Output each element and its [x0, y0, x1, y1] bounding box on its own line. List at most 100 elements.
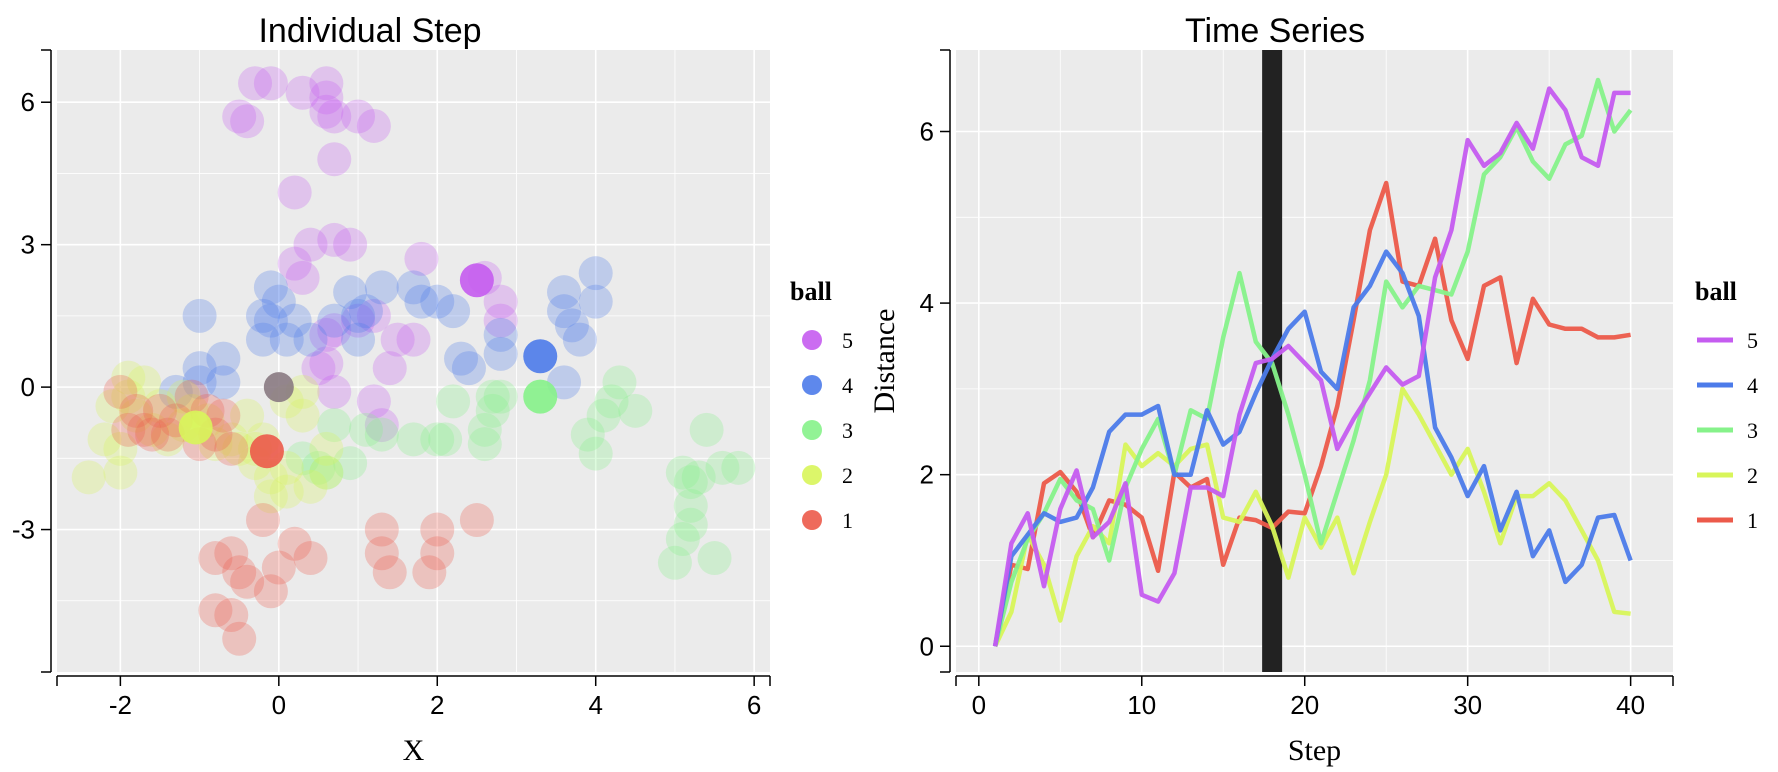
point-ball-5	[317, 99, 352, 134]
point-ball-3	[705, 450, 740, 485]
legend: ball 5 4 3 2 1	[790, 277, 853, 533]
chart-title: Time Series	[1185, 12, 1365, 50]
point-ball-3	[657, 545, 692, 580]
point-ball-4	[341, 298, 376, 333]
x-axis-label: Step	[1288, 734, 1341, 767]
point-ball-1	[277, 526, 312, 561]
point-ball-1	[119, 393, 154, 428]
point-ball-1	[245, 503, 280, 538]
point-ball-3	[301, 450, 336, 485]
point-ball-3	[483, 379, 518, 414]
point-ball-1	[364, 512, 399, 547]
point-ball-1	[253, 574, 288, 609]
x-tick-label: 30	[1453, 690, 1482, 720]
legend-symbol	[802, 510, 822, 530]
point-ball-1	[459, 503, 494, 538]
point-ball-1	[364, 536, 399, 571]
point-ball-3	[665, 455, 700, 490]
point-ball-3	[578, 436, 613, 471]
point-ball-2	[142, 389, 177, 424]
point-ball-5	[341, 99, 376, 134]
point-ball-4	[348, 294, 383, 329]
y-axis-label: Distance	[868, 309, 901, 414]
point-ball-4	[317, 303, 352, 338]
point-ball-5	[277, 246, 312, 281]
point-ball-2	[111, 379, 146, 414]
point-ball-4	[269, 322, 304, 357]
current-point-ball-5	[459, 263, 494, 298]
point-ball-1	[142, 393, 177, 428]
point-ball-5	[317, 222, 352, 257]
y-tick-label: -3	[12, 515, 35, 545]
point-ball-5	[317, 142, 352, 177]
legend-symbol	[802, 465, 822, 485]
point-ball-4	[444, 341, 479, 376]
point-ball-4	[293, 322, 328, 357]
point-ball-2	[269, 474, 304, 509]
point-ball-3	[396, 422, 431, 457]
point-ball-4	[547, 275, 582, 310]
point-ball-1	[174, 379, 209, 414]
point-ball-3	[317, 408, 352, 443]
series-line-ball-5	[992, 86, 1631, 647]
point-ball-4	[277, 303, 312, 338]
point-ball-5	[317, 313, 352, 348]
x-tick-label: 40	[1616, 690, 1645, 720]
x-axis-label: X	[403, 734, 425, 767]
y-tick-label: 2	[920, 460, 934, 490]
point-ball-1	[420, 512, 455, 547]
point-ball-3	[475, 379, 510, 414]
current-point-ball-2	[178, 410, 213, 445]
plot-background	[57, 50, 770, 672]
x-tick-label: 2	[430, 690, 444, 720]
point-ball-4	[245, 298, 280, 333]
point-ball-3	[689, 412, 724, 447]
legend-label: 1	[1747, 508, 1758, 533]
point-ball-1	[261, 550, 296, 585]
legend-label: 4	[1747, 373, 1758, 398]
point-ball-1	[230, 564, 265, 599]
point-ball-1	[420, 536, 455, 571]
series-line-ball-4	[992, 249, 1633, 647]
point-ball-2	[285, 398, 320, 433]
point-ball-2	[135, 412, 170, 447]
legend-label: 1	[842, 508, 853, 533]
legend-symbol	[802, 330, 822, 350]
point-ball-2	[95, 389, 130, 424]
point-ball-1	[198, 541, 233, 576]
point-ball-4	[333, 275, 368, 310]
point-ball-5	[317, 374, 352, 409]
legend-symbol	[802, 420, 822, 440]
point-ball-3	[475, 393, 510, 428]
point-ball-2	[293, 469, 328, 504]
point-ball-4	[436, 294, 471, 329]
point-ball-2	[127, 365, 162, 400]
point-ball-4	[182, 351, 217, 386]
legend-title: ball	[790, 277, 832, 306]
x-tick-label: 20	[1290, 690, 1319, 720]
x-tick-label: -2	[109, 690, 132, 720]
point-ball-2	[230, 398, 265, 433]
point-ball-4	[253, 270, 288, 305]
point-ball-5	[364, 408, 399, 443]
point-ball-2	[214, 422, 249, 457]
point-ball-5	[309, 94, 344, 129]
point-ball-5	[341, 303, 376, 338]
point-ball-5	[285, 260, 320, 295]
point-ball-3	[673, 465, 708, 500]
point-ball-4	[206, 365, 241, 400]
point-ball-2	[309, 455, 344, 490]
point-ball-2	[166, 379, 201, 414]
point-ball-2	[253, 479, 288, 514]
point-ball-4	[404, 284, 439, 319]
point-ball-1	[214, 536, 249, 571]
x-tick-label: 0	[972, 690, 986, 720]
point-ball-5	[293, 227, 328, 262]
x-tick-label: 10	[1127, 690, 1156, 720]
point-ball-3	[681, 460, 716, 495]
panel-line: 0 10 20 30 40 0 2 4 6 Time Series Step Distance ball…	[868, 12, 1758, 767]
point-ball-4	[253, 303, 288, 338]
x-tick-label: 0	[272, 690, 286, 720]
point-ball-3	[673, 488, 708, 523]
